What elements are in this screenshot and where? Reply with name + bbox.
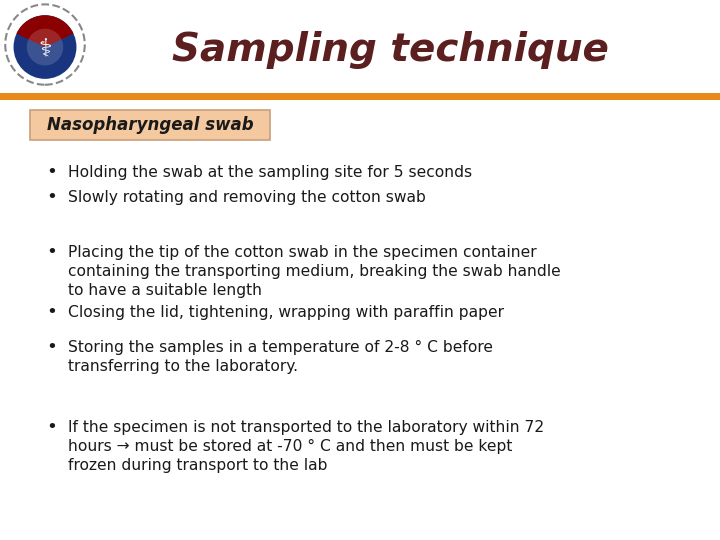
Text: •: • [47,338,58,356]
Text: Holding the swab at the sampling site for 5 seconds: Holding the swab at the sampling site fo… [68,165,472,180]
Text: Closing the lid, tightening, wrapping with paraffin paper: Closing the lid, tightening, wrapping wi… [68,305,504,320]
Text: ⚕: ⚕ [38,38,52,62]
Text: Nasopharyngeal swab: Nasopharyngeal swab [47,116,253,134]
Text: •: • [47,243,58,261]
Wedge shape [17,15,73,47]
FancyBboxPatch shape [30,110,270,140]
Text: Placing the tip of the cotton swab in the specimen container
containing the tran: Placing the tip of the cotton swab in th… [68,245,561,299]
Text: •: • [47,418,58,436]
FancyBboxPatch shape [0,93,720,100]
Text: Slowly rotating and removing the cotton swab: Slowly rotating and removing the cotton … [68,190,426,205]
Text: Sampling technique: Sampling technique [171,31,608,69]
Text: •: • [47,163,58,181]
Text: •: • [47,188,58,206]
Text: •: • [47,303,58,321]
Text: Storing the samples in a temperature of 2-8 ° C before
transferring to the labor: Storing the samples in a temperature of … [68,340,493,374]
Circle shape [14,15,76,79]
Circle shape [7,6,83,83]
Text: If the specimen is not transported to the laboratory within 72
hours → must be s: If the specimen is not transported to th… [68,420,544,474]
Circle shape [27,29,63,65]
